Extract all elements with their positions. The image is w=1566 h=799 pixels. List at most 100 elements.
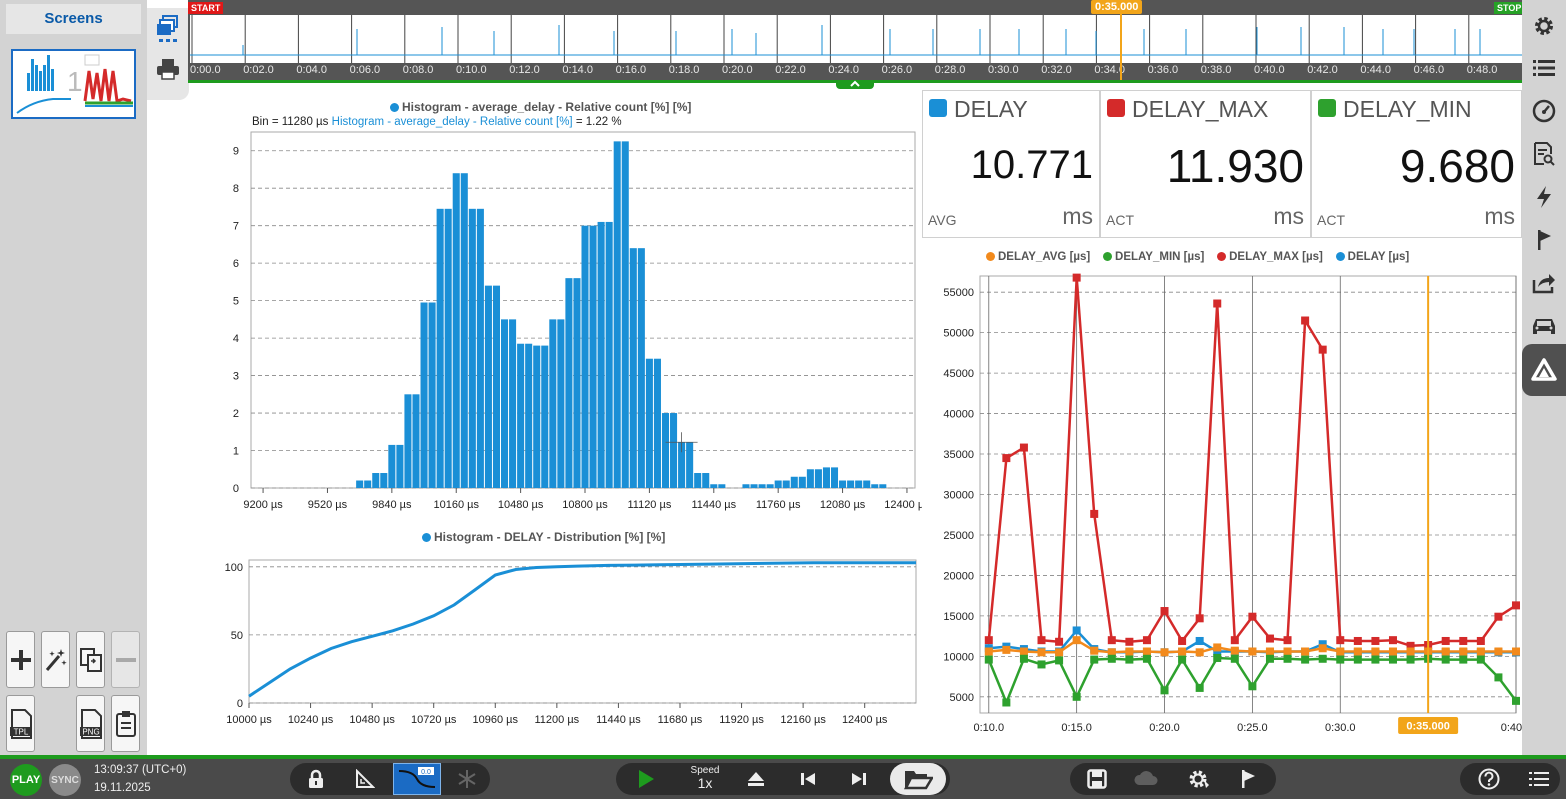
histogram-bar <box>492 285 501 488</box>
trend-data-point <box>1019 443 1028 452</box>
legend-item-delay[interactable]: DELAY [µs] <box>1335 251 1409 263</box>
histogram-bar <box>468 208 476 488</box>
trend-data-point <box>1037 636 1046 645</box>
trend-data-point <box>1160 648 1169 657</box>
svg-text:PNG: PNG <box>82 727 99 736</box>
gauge-icon[interactable] <box>1524 91 1564 131</box>
clipboard-button[interactable] <box>111 695 140 752</box>
trend-data-point <box>1107 648 1116 657</box>
timeline-tick-label: 0:18.0 <box>668 64 700 76</box>
screen-thumbnail[interactable]: 1 <box>11 49 136 119</box>
meter-unit: ms <box>1062 203 1093 229</box>
legend-item-delay-max[interactable]: DELAY_MAX [µs] <box>1217 251 1323 263</box>
save-icon[interactable] <box>1081 763 1113 795</box>
meter-value: 11.930 <box>1166 140 1304 192</box>
trend-data-point <box>1055 637 1064 646</box>
triangle-logo-icon[interactable] <box>1524 350 1564 390</box>
play-status-button[interactable]: PLAY <box>10 764 42 796</box>
histogram-chart[interactable]: 0 1 2 3 4 5 6 7 8 9 9200 µs 9520 µs 9840 µs 10160 µs 1… <box>218 128 922 516</box>
add-screen-button[interactable] <box>6 631 35 688</box>
collapse-timeline-button[interactable] <box>836 80 874 89</box>
remove-screen-button[interactable] <box>111 631 140 688</box>
trend-chart[interactable]: 5000 10000 15000 20000 25000 30000 35000 40000 4… <box>924 266 1522 736</box>
trend-y-tick: 10000 <box>943 651 974 663</box>
timeline-cursor-label[interactable]: 0:35.000 <box>1091 0 1143 14</box>
legend-item-delay-min[interactable]: DELAY_MIN [µs] <box>1103 251 1204 263</box>
histogram-bar <box>605 221 613 489</box>
timeline-stop-marker[interactable]: STOP <box>1494 2 1525 14</box>
list-icon[interactable] <box>1524 48 1564 88</box>
histogram-bar <box>766 484 774 488</box>
play-icon[interactable] <box>630 763 662 795</box>
histogram-bar <box>356 480 364 488</box>
meter-color-swatch <box>1318 99 1336 117</box>
timeline-tick-label: 0:22.0 <box>775 64 806 76</box>
trend-data-point <box>1213 647 1222 656</box>
trend-cursor-label-bg <box>1398 717 1459 734</box>
meter-delay-max[interactable]: DELAY_MAX 11.930 ACT ms <box>1100 90 1311 238</box>
magic-wand-button[interactable] <box>41 631 70 688</box>
skip-back-icon[interactable] <box>792 763 824 795</box>
histogram-y-tick: 7 <box>233 221 239 233</box>
cursor-mode-button[interactable]: 0.0 <box>393 763 441 795</box>
thumbnail-preview-icon: 1 <box>13 51 133 117</box>
distribution-x-tick: 10480 µs <box>349 714 395 726</box>
print-icon[interactable] <box>150 52 186 86</box>
timeline-start-marker[interactable]: START <box>188 2 224 14</box>
car-icon[interactable] <box>1524 306 1564 346</box>
trend-data-point <box>1072 636 1081 645</box>
screens-title[interactable]: Screens <box>6 4 141 34</box>
trend-data-point <box>1494 612 1503 621</box>
cloud-settings-icon[interactable] <box>1130 763 1162 795</box>
flag-icon[interactable] <box>1524 220 1564 260</box>
document-search-icon[interactable] <box>1524 134 1564 174</box>
template-button[interactable]: TPL <box>6 695 35 752</box>
sync-status-button[interactable]: SYNC <box>49 764 81 796</box>
png-export-button[interactable]: PNG <box>76 695 105 752</box>
legend-item-delay-avg[interactable]: DELAY_AVG [µs] <box>986 251 1090 263</box>
screens-stack-icon[interactable] <box>153 12 183 46</box>
chevron-up-icon <box>850 80 860 87</box>
trend-data-point <box>1512 696 1520 705</box>
histogram-bar <box>525 343 533 488</box>
trend-data-point <box>984 655 993 664</box>
timeline-tick-label: 0:04.0 <box>296 64 327 76</box>
export-share-icon[interactable] <box>1524 263 1564 303</box>
cursor-value-label: = 1.22 % <box>575 116 622 128</box>
histogram-bar <box>774 480 782 488</box>
trend-data-point <box>1248 682 1257 691</box>
settings-icon[interactable] <box>1524 6 1564 46</box>
histogram-bar <box>629 248 637 488</box>
trend-data-point <box>1318 644 1327 653</box>
lock-icon[interactable] <box>300 763 332 795</box>
trend-data-point <box>1388 655 1397 664</box>
timeline-track[interactable] <box>190 15 1522 63</box>
meter-delay[interactable]: DELAY 10.771 AVG ms <box>922 90 1100 238</box>
timeline-tick-label: 0:20.0 <box>722 64 753 76</box>
distribution-x-tick: 11680 µs <box>658 714 703 726</box>
open-folder-button[interactable] <box>890 763 946 795</box>
menu-list-icon[interactable] <box>1523 763 1555 795</box>
histogram-y-tick: 2 <box>233 408 239 420</box>
timeline-cursor[interactable] <box>1120 14 1122 80</box>
lightning-icon[interactable] <box>1524 177 1564 217</box>
distribution-x-tick: 10960 µs <box>473 714 519 726</box>
snowflake-icon[interactable] <box>451 763 483 795</box>
trend-data-point <box>1353 636 1362 645</box>
speed-control[interactable]: Speed 1x <box>681 765 729 790</box>
measure-icon[interactable] <box>349 763 381 795</box>
distribution-chart[interactable]: 0 50 100 10000 µs 10240 µs 10480 µs 10720 µs 10… <box>218 550 922 730</box>
skip-forward-icon[interactable] <box>843 763 875 795</box>
trend-data-point <box>1406 647 1415 656</box>
duplicate-screen-button[interactable] <box>76 631 105 688</box>
trend-data-point <box>1301 316 1310 325</box>
help-icon[interactable] <box>1473 763 1505 795</box>
gear-settings-icon[interactable] <box>1183 763 1215 795</box>
timeline-tick-label: 0:00.0 <box>190 64 221 76</box>
histogram-bar <box>863 480 871 488</box>
meter-delay-min[interactable]: DELAY_MIN 9.680 ACT ms <box>1311 90 1522 238</box>
timeline-tick-label: 0:08.0 <box>402 64 434 76</box>
marker-flag-icon[interactable] <box>1232 763 1264 795</box>
trend-data-point <box>1301 655 1310 664</box>
eject-icon[interactable] <box>740 763 772 795</box>
